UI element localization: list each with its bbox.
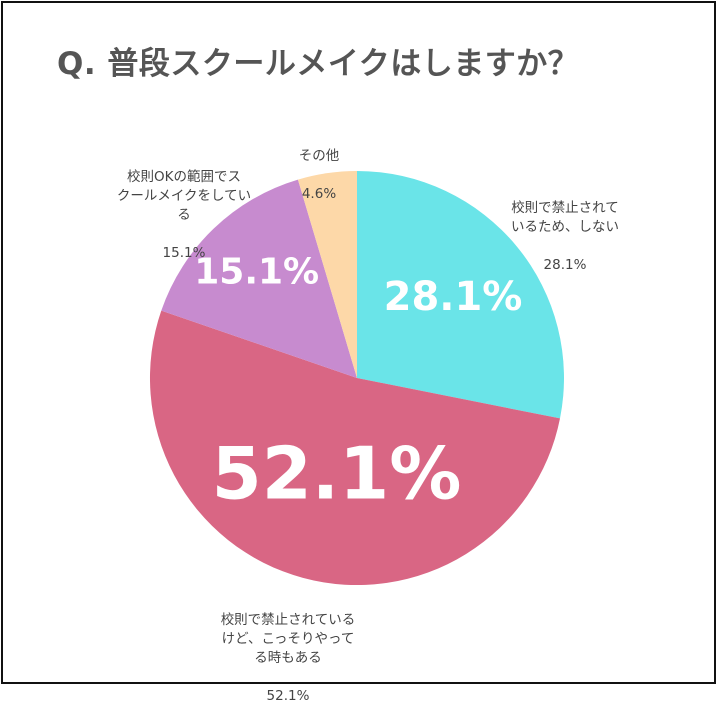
slice-label-value: 52.1% xyxy=(266,688,310,704)
slice-value-label: 15.1% xyxy=(194,251,319,292)
slice-label-prohibited-dont: 校則で禁止されて いるため、しない 28.1% xyxy=(480,180,650,275)
pie-slice xyxy=(149,310,561,586)
slice-label-prohibited-secretly: 校則で禁止されている けど、こっそりやって る時もある 52.1% xyxy=(188,592,388,706)
slice-label-allowed: 校則OKの範囲でス クールメイクをしてい る 15.1% xyxy=(94,149,274,263)
slice-label-value: 4.6% xyxy=(301,186,337,202)
pie-chart: 28.1% 52.1% 15.1% xyxy=(149,171,564,586)
slice-label-value: 28.1% xyxy=(543,257,587,273)
slice-label-name: その他 xyxy=(298,148,340,164)
chart-title: Q. 普段スクールメイクはしますか？ xyxy=(57,46,580,82)
slice-value-label: 28.1% xyxy=(384,274,523,320)
slice-label-value: 15.1% xyxy=(162,245,206,261)
slice-value-label: 52.1% xyxy=(212,431,462,515)
pie-slice xyxy=(357,171,564,419)
slice-label-name: 校則で禁止されて いるため、しない xyxy=(511,200,619,235)
slice-label-name: 校則で禁止されている けど、こっそりやって る時もある xyxy=(220,612,356,666)
pie-slice xyxy=(161,179,357,378)
slice-label-other: その他 4.6% xyxy=(284,128,354,204)
slice-label-name: 校則OKの範囲でス クールメイクをしてい る xyxy=(116,169,252,223)
pie-slice xyxy=(297,171,357,378)
